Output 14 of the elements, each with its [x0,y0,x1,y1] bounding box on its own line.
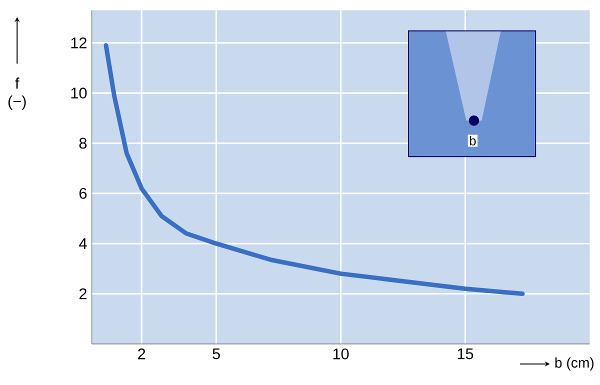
y-tick-label: 12 [71,38,86,48]
x-tick-label: 5 [212,348,220,360]
x-axis-title: b (cm) [555,357,594,371]
x-tick-label: 2 [138,348,146,360]
y-tick-label: 4 [79,238,87,249]
y-tick-label: 8 [79,138,87,149]
y-tick-label: 6 [79,188,87,199]
annotation: b [470,136,476,146]
y-tick-label: 2 [79,288,86,300]
x-tick-label: 10 [333,348,349,360]
y-axis-title: f (−) [8,78,26,110]
y-tick-label: 10 [71,88,87,98]
line-series [104,43,525,296]
x-tick-label: 15 [458,348,474,360]
